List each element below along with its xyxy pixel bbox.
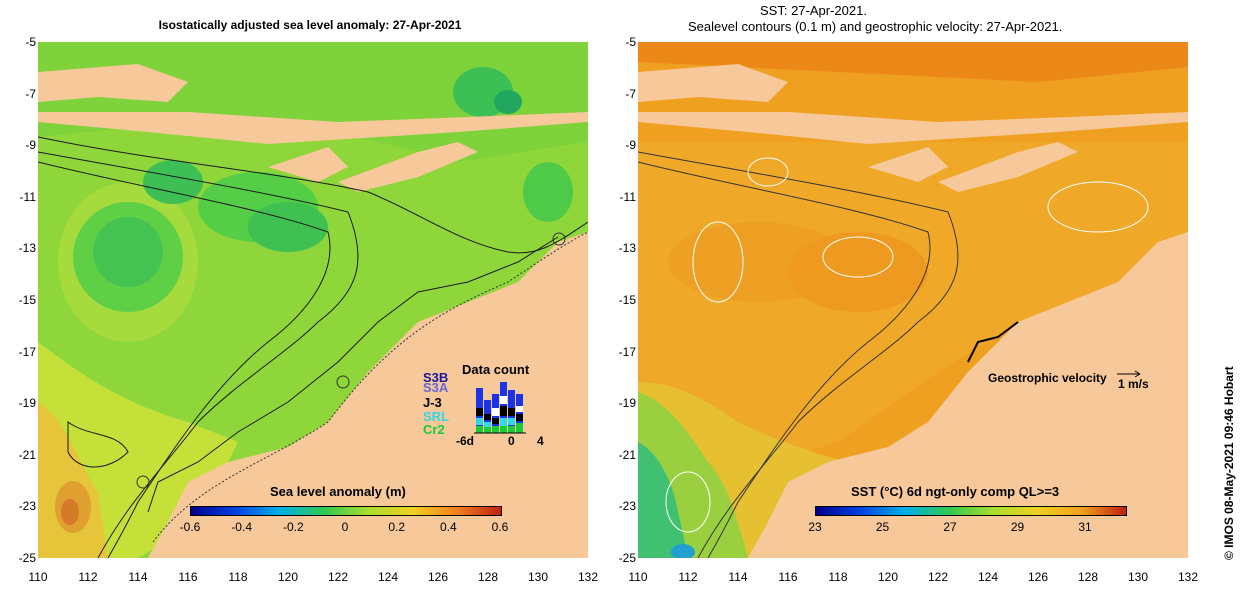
lon-tick-132: 132 (1177, 570, 1199, 584)
data-count-inset: Data count S3B S3A J-3 SRL Cr2 -6d 0 4 (420, 362, 550, 452)
lon-tick-110: 110 (628, 570, 648, 584)
lon-tick-118: 118 (828, 570, 848, 584)
data-count-title: Data count (462, 362, 530, 377)
colorbar-tick: 23 (808, 520, 822, 534)
lon-tick-128: 128 (1077, 570, 1099, 584)
velocity-legend: Geostrophic velocity 1 m/s (988, 368, 1149, 394)
lon-tick-120: 120 (277, 570, 299, 584)
sst-colorbar-title: SST (°C) 6d ngt-only comp QL>=3 (851, 484, 1060, 499)
bar-group-2 (484, 400, 491, 433)
lon-tick-130: 130 (527, 570, 549, 584)
lat-tick-m17: -17 (18, 344, 36, 359)
lon-tick-124: 124 (977, 570, 999, 584)
bar-group-1 (476, 388, 483, 433)
lon-tick-112: 112 (78, 570, 98, 584)
data-count-xtick-1: -6d (456, 434, 474, 448)
right-map-title-line2: Sealevel contours (0.1 m) and geostrophi… (688, 19, 1063, 34)
lat-tick-m9: -9 (625, 138, 636, 153)
data-count-bars (474, 382, 526, 434)
colorbar-tick: 25 (875, 520, 890, 534)
sea-level-gradient (190, 506, 502, 516)
sst-gradient (815, 506, 1127, 516)
lat-tick-m9: -9 (25, 138, 36, 153)
lon-tick-122: 122 (927, 570, 949, 584)
colorbar-tick: -0.4 (231, 520, 252, 534)
satellite-label-cr2: Cr2 (423, 422, 445, 437)
lat-tick-m25: -25 (618, 551, 636, 565)
lat-tick-m21: -21 (18, 447, 36, 462)
colorbar-tick: 0 (341, 520, 349, 534)
colorbar-tick: 0.6 (491, 520, 509, 534)
sst-colorbar: SST (°C) 6d ngt-only comp QL>=3 23 25 27 29… (808, 484, 1127, 534)
lat-tick-m11: -11 (619, 189, 636, 204)
lat-tick-m13: -13 (18, 241, 36, 256)
lat-tick-m5: -5 (625, 35, 636, 49)
lon-tick-118: 118 (228, 570, 248, 584)
sea-level-colorbar-title: Sea level anomaly (m) (270, 484, 406, 499)
colorbar-tick: -0.6 (179, 520, 201, 534)
sea-level-anomaly-map[interactable] (38, 42, 588, 558)
colorbar-tick: 0.4 (439, 520, 457, 534)
colorbar-tick: 0.2 (388, 520, 405, 534)
velocity-scale-arrow-icon (1117, 370, 1141, 378)
lat-tick-m15: -15 (18, 293, 36, 307)
colorbar-tick: -0.2 (282, 520, 304, 534)
lat-tick-m11: -11 (19, 189, 36, 204)
satellite-label-srl: SRL (423, 409, 449, 424)
lat-tick-m5: -5 (25, 35, 36, 49)
lon-tick-130: 130 (1127, 570, 1149, 584)
lon-tick-116: 116 (178, 570, 198, 584)
lat-tick-m7: -7 (625, 86, 636, 101)
lon-tick-116: 116 (778, 570, 798, 584)
lat-tick-m19: -19 (618, 396, 636, 411)
lon-tick-112: 112 (678, 570, 698, 584)
colorbar-tick: 27 (943, 520, 957, 534)
left-map-title: Isostatically adjusted sea level anomaly… (158, 18, 462, 32)
sst-map[interactable] (638, 42, 1188, 558)
lon-tick-124: 124 (377, 570, 399, 584)
lon-tick-122: 122 (327, 570, 349, 584)
satellite-label-j3: J-3 (423, 395, 442, 410)
bar-group-4 (500, 382, 507, 433)
data-count-xtick-2: 0 (508, 434, 515, 448)
sea-level-colorbar: Sea level anomaly (m) -0.6 -0.4 -0.2 0 0.2 0.… (180, 484, 509, 534)
colorbar-tick: 29 (1010, 520, 1025, 534)
lat-tick-m15: -15 (618, 293, 636, 307)
lat-tick-m23: -23 (18, 499, 36, 514)
bar-group-6 (516, 394, 523, 433)
velocity-legend-label: Geostrophic velocity (988, 371, 1107, 385)
lon-tick-110: 110 (28, 570, 48, 584)
lon-tick-132: 132 (577, 570, 599, 584)
lat-tick-m25: -25 (18, 551, 36, 565)
imos-credit: © IMOS 08-May-2021 09:46 Hobart (1222, 366, 1236, 560)
lon-tick-126: 126 (427, 570, 449, 584)
colorbar-tick: 31 (1078, 520, 1092, 534)
lat-tick-m21: -21 (618, 447, 636, 462)
lat-tick-m7: -7 (25, 86, 36, 101)
lon-tick-126: 126 (1027, 570, 1049, 584)
lon-tick-114: 114 (128, 570, 148, 584)
velocity-legend-unit: 1 m/s (1118, 377, 1149, 391)
bar-group-5 (508, 390, 515, 433)
satellite-label-s3a: S3A (423, 380, 449, 395)
bar-group-3 (492, 394, 499, 433)
lat-tick-m19: -19 (18, 396, 36, 411)
lat-tick-m13: -13 (618, 241, 636, 256)
lat-tick-m23: -23 (618, 499, 636, 514)
right-map-title-line1: SST: 27-Apr-2021. (760, 3, 867, 18)
lon-tick-128: 128 (477, 570, 499, 584)
lon-tick-120: 120 (877, 570, 899, 584)
lon-tick-114: 114 (728, 570, 748, 584)
data-count-xtick-3: 4 (537, 434, 544, 448)
satellite-label-s3b: S3B (423, 370, 449, 385)
lat-tick-m17: -17 (618, 344, 636, 359)
